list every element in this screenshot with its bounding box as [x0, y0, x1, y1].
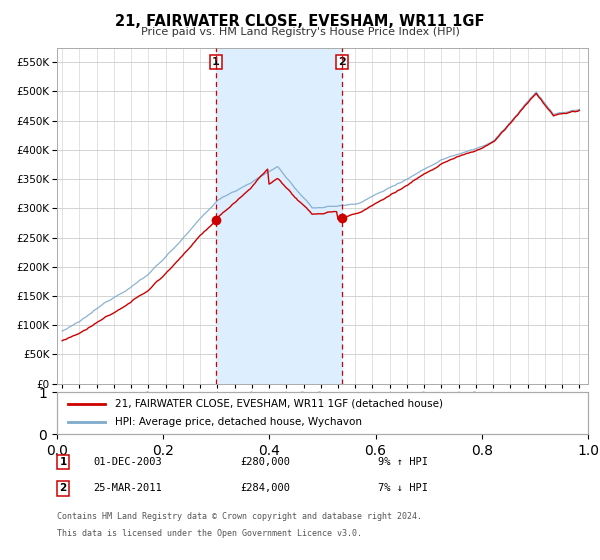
- Text: Contains HM Land Registry data © Crown copyright and database right 2024.: Contains HM Land Registry data © Crown c…: [57, 512, 422, 521]
- Text: HPI: Average price, detached house, Wychavon: HPI: Average price, detached house, Wych…: [115, 417, 362, 427]
- Text: 2: 2: [59, 483, 67, 493]
- Text: 01-DEC-2003: 01-DEC-2003: [93, 457, 162, 467]
- Text: £280,000: £280,000: [240, 457, 290, 467]
- Text: 2: 2: [338, 57, 346, 67]
- Text: This data is licensed under the Open Government Licence v3.0.: This data is licensed under the Open Gov…: [57, 529, 362, 538]
- Text: 1: 1: [59, 457, 67, 467]
- Text: 21, FAIRWATER CLOSE, EVESHAM, WR11 1GF: 21, FAIRWATER CLOSE, EVESHAM, WR11 1GF: [115, 14, 485, 29]
- Bar: [216, 48, 343, 384]
- Text: £284,000: £284,000: [240, 483, 290, 493]
- Text: 25-MAR-2011: 25-MAR-2011: [93, 483, 162, 493]
- Text: 21, FAIRWATER CLOSE, EVESHAM, WR11 1GF (detached house): 21, FAIRWATER CLOSE, EVESHAM, WR11 1GF (…: [115, 399, 443, 409]
- Text: 7% ↓ HPI: 7% ↓ HPI: [378, 483, 428, 493]
- Text: 9% ↑ HPI: 9% ↑ HPI: [378, 457, 428, 467]
- Text: 1: 1: [212, 57, 220, 67]
- Text: Price paid vs. HM Land Registry's House Price Index (HPI): Price paid vs. HM Land Registry's House …: [140, 27, 460, 37]
